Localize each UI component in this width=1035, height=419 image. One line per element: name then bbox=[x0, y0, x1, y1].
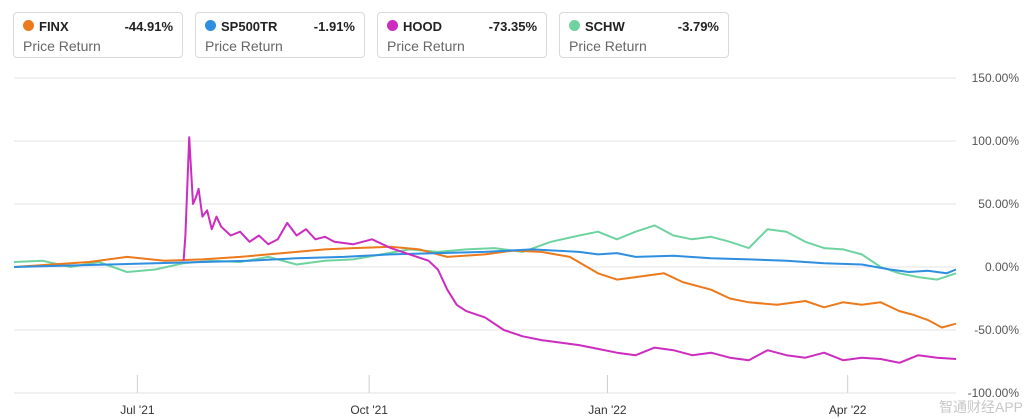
x-tick-label: Jan '22 bbox=[588, 403, 627, 417]
x-axis-ticks: Jul '21 Oct '21 Jan '22 Apr '22 bbox=[120, 403, 867, 417]
hood-color-dot bbox=[387, 20, 398, 31]
series-line-hood bbox=[182, 136, 957, 364]
legend-change: -3.79% bbox=[677, 19, 719, 34]
x-tick-label: Oct '21 bbox=[350, 403, 388, 417]
y-axis-ticks: 150.00% 100.00% 50.00% 0.00% -50.00% -100.00% bbox=[968, 71, 1020, 400]
chart-series bbox=[13, 136, 957, 364]
y-tick-label: 150.00% bbox=[972, 71, 1020, 85]
y-tick-label: 50.00% bbox=[978, 197, 1019, 211]
x-tick-label: Apr '22 bbox=[829, 403, 867, 417]
y-tick-label: 100.00% bbox=[972, 134, 1020, 148]
legend-subtitle: Price Return bbox=[569, 38, 647, 54]
series-line-sp500tr bbox=[13, 248, 957, 275]
legend-ticker: SP500TR bbox=[221, 19, 278, 34]
series-line-finx bbox=[13, 245, 957, 329]
y-tick-label: -100.00% bbox=[968, 386, 1020, 400]
legend-subtitle: Price Return bbox=[205, 38, 283, 54]
legend-change: -73.35% bbox=[488, 19, 537, 34]
legend-change: -44.91% bbox=[124, 19, 173, 34]
watermark-logo: 智通财经APP bbox=[938, 399, 1023, 415]
legend-subtitle: Price Return bbox=[387, 38, 465, 54]
legend-ticker: FINX bbox=[39, 19, 69, 34]
y-tick-label: 0.00% bbox=[985, 260, 1019, 274]
y-tick-label: -50.00% bbox=[974, 323, 1019, 337]
chart-gridlines bbox=[14, 77, 956, 394]
legend-ticker: HOOD bbox=[403, 19, 442, 34]
legend-card-hood[interactable]: HOOD -73.35% Price Return bbox=[377, 12, 547, 58]
finx-color-dot bbox=[23, 20, 34, 31]
legend-subtitle: Price Return bbox=[23, 38, 101, 54]
legend-card-sp500tr[interactable]: SP500TR -1.91% Price Return bbox=[195, 12, 365, 58]
sp500tr-color-dot bbox=[205, 20, 216, 31]
legend-change: -1.91% bbox=[313, 19, 355, 34]
schw-color-dot bbox=[569, 20, 580, 31]
legend-ticker: SCHW bbox=[585, 19, 625, 34]
legend-card-finx[interactable]: FINX -44.91% Price Return bbox=[13, 12, 183, 58]
legend-card-schw[interactable]: SCHW -3.79% Price Return bbox=[559, 12, 729, 58]
x-tick-label: Jul '21 bbox=[120, 403, 155, 417]
